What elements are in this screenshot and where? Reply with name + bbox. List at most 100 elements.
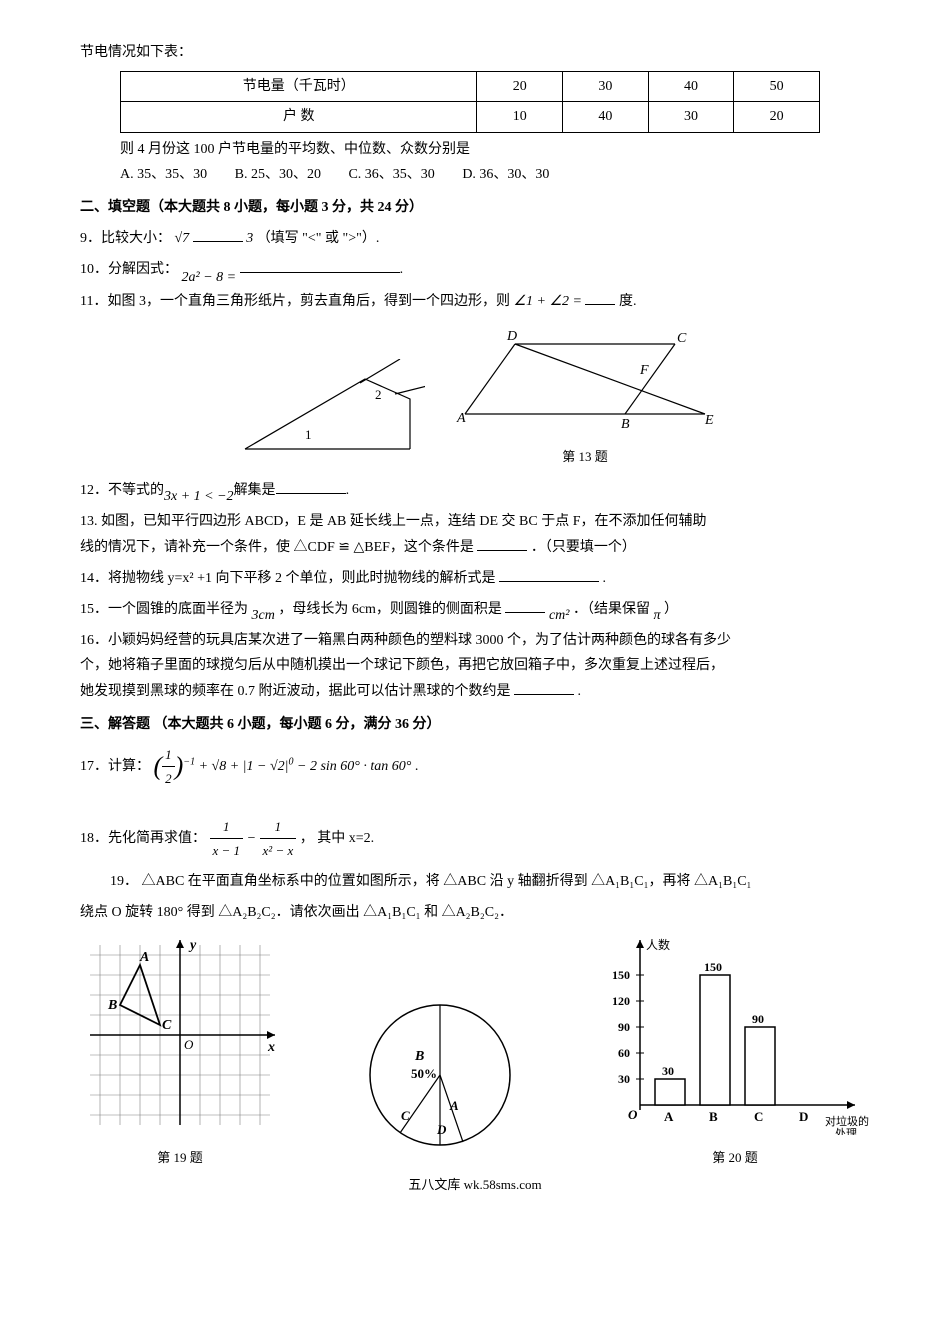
- q17-expr: (12)−1 + √8 + |1 − √2|0 − 2 sin 60° · ta…: [154, 759, 415, 774]
- choice-a: A. 35、35、30: [120, 167, 207, 182]
- section-3-title: 三、解答题 （本大题共 6 小题，每小题 6 分，满分 36 分）: [80, 712, 870, 737]
- fig-triangle: 1 2: [225, 359, 425, 468]
- q11-text: 11．如图 3，一个直角三角形纸片，剪去直角后，得到一个四边形，则: [80, 294, 510, 309]
- q15-unit: cm²: [549, 608, 570, 623]
- q10: 10．分解因式： 2a² − 8 = .: [80, 257, 870, 282]
- q18-expr: 1x − 1 − 1x² − x: [210, 831, 300, 846]
- section-2-title: 二、填空题（本大题共 8 小题，每小题 3 分，共 24 分）: [80, 195, 870, 220]
- q14-text: 14．将抛物线 y=x² +1 向下平移 2 个单位，则此时抛物线的解析式是: [80, 571, 496, 586]
- svg-text:1: 1: [305, 427, 312, 442]
- svg-text:30: 30: [662, 1064, 674, 1078]
- svg-text:O: O: [628, 1107, 638, 1122]
- q11-blank: [585, 291, 615, 305]
- q18-label: 18．先化简再求值：: [80, 831, 206, 846]
- electricity-table: 节电量（千瓦时） 20 30 40 50 户 数 10 40 30 20: [120, 71, 820, 132]
- figures-row-1: 1 2 A B C D E F 第 13 题: [80, 324, 870, 469]
- q15-blank: [505, 599, 545, 613]
- fig19-svg: A B C O x y: [80, 935, 280, 1135]
- q16-blank: [514, 681, 574, 695]
- q12-blank: [276, 480, 346, 494]
- q19-label: 19．: [110, 874, 138, 889]
- th-3: 40: [648, 72, 734, 102]
- fig20-caption: 第 20 题: [600, 1146, 870, 1169]
- svg-text:90: 90: [752, 1012, 764, 1026]
- svg-text:B: B: [107, 998, 117, 1013]
- q19: 19． △ABC 在平面直角坐标系中的位置如图所示，将 △ABC 沿 y 轴翻折…: [110, 869, 870, 894]
- q8-stem: 则 4 月份这 100 户节电量的平均数、中位数、众数分别是: [120, 137, 870, 162]
- q15: 15．一个圆锥的底面半径为 3cm ，母线长为 6cm，则圆锥的侧面积是 cm²…: [80, 597, 870, 622]
- th-0: 节电量（千瓦时）: [121, 72, 477, 102]
- q16: 16．小颖妈妈经营的玩具店某次进了一箱黑白两种颜色的塑料球 3000 个，为了估…: [80, 628, 870, 704]
- fig-parallelogram: A B C D E F 第 13 题: [445, 324, 725, 469]
- q13: 13. 如图，已知平行四边形 ABCD，E 是 AB 延长线上一点，连结 DE …: [80, 509, 870, 559]
- svg-text:90: 90: [618, 1020, 630, 1034]
- bottom-figures: A B C O x y 第 19 题 B 50% A C D 人数: [80, 935, 870, 1170]
- svg-text:D: D: [799, 1109, 808, 1124]
- td-0: 户 数: [121, 102, 477, 132]
- td-1: 10: [477, 102, 563, 132]
- svg-text:B: B: [414, 1049, 424, 1064]
- choice-b: B. 25、30、20: [235, 167, 321, 182]
- svg-text:60: 60: [618, 1046, 630, 1060]
- intro-text: 节电情况如下表：: [80, 40, 870, 65]
- q15-pi: π: [653, 608, 660, 623]
- svg-text:2: 2: [375, 387, 382, 402]
- svg-text:120: 120: [612, 994, 630, 1008]
- svg-text:50%: 50%: [411, 1066, 437, 1081]
- q9: 9．比较大小： √7 3 （填写 "<" 或 ">"）.: [80, 226, 870, 251]
- q17-label: 17．计算：: [80, 759, 150, 774]
- q13-blank: [477, 537, 527, 551]
- q15-tail: ．（结果保留: [573, 602, 650, 617]
- fig20-bar-svg: 人数 对垃圾的 处理 30 60 90 120 150 30 150 90 A …: [600, 935, 870, 1135]
- q17-tail: .: [415, 759, 419, 774]
- q16-tail: .: [578, 684, 582, 699]
- svg-text:x: x: [267, 1040, 275, 1055]
- q10-label: 10．分解因式：: [80, 262, 178, 277]
- svg-text:D: D: [436, 1122, 447, 1137]
- svg-text:150: 150: [612, 968, 630, 982]
- q9-blank: [193, 228, 243, 242]
- q16-l1: 16．小颖妈妈经营的玩具店某次进了一箱黑白两种颜色的塑料球 3000 个，为了估…: [80, 628, 870, 653]
- svg-text:150: 150: [704, 960, 722, 974]
- svg-text:处理: 处理: [835, 1127, 857, 1135]
- q13-line2: 线的情况下，请补充一个条件，使 △CDF ≌ △BEF，这个条件是: [80, 540, 474, 555]
- td-2: 40: [563, 102, 649, 132]
- q14-blank: [499, 568, 599, 582]
- q16-l3: 她发现摸到黑球的频率在 0.7 附近波动，据此可以估计黑球的个数约是: [80, 684, 511, 699]
- fig19-block: A B C O x y 第 19 题: [80, 935, 280, 1170]
- q14: 14．将抛物线 y=x² +1 向下平移 2 个单位，则此时抛物线的解析式是 .: [80, 566, 870, 591]
- q12-expr: 3x + 1 < −2: [164, 489, 234, 504]
- parallelogram-svg: A B C D E F: [445, 324, 725, 434]
- q10-blank: [240, 259, 400, 273]
- svg-text:人数: 人数: [646, 937, 670, 952]
- svg-text:B: B: [709, 1109, 718, 1124]
- th-2: 30: [563, 72, 649, 102]
- triangle-svg: 1 2: [225, 359, 425, 459]
- q13-line1: 13. 如图，已知平行四边形 ABCD，E 是 AB 延长线上一点，连结 DE …: [80, 509, 870, 534]
- q8-choices: A. 35、35、30 B. 25、30、20 C. 36、35、30 D. 3…: [120, 162, 870, 187]
- svg-text:D: D: [506, 329, 517, 344]
- svg-text:C: C: [401, 1108, 410, 1123]
- svg-text:A: A: [664, 1109, 674, 1124]
- q9-tail: （填写 "<" 或 ">"）.: [257, 231, 380, 246]
- q9-left: √7: [175, 231, 190, 246]
- q17: 17．计算： (12)−1 + √8 + |1 − √2|0 − 2 sin 6…: [80, 743, 870, 791]
- svg-text:y: y: [188, 938, 197, 953]
- q12-after: .: [346, 483, 350, 498]
- svg-text:C: C: [677, 331, 687, 346]
- q10-expr: 2a² − 8 =: [182, 270, 237, 285]
- svg-text:O: O: [184, 1037, 194, 1052]
- th-1: 20: [477, 72, 563, 102]
- q15-r: 3cm: [252, 608, 275, 623]
- q15-t2: ，母线长为 6cm，则圆锥的侧面积是: [278, 602, 502, 617]
- q12-text: 12．不等式的: [80, 483, 164, 498]
- svg-text:对垃圾的: 对垃圾的: [825, 1114, 869, 1128]
- q11-expr: ∠1 + ∠2 =: [513, 294, 582, 309]
- svg-text:B: B: [621, 417, 630, 432]
- td-4: 20: [734, 102, 820, 132]
- q9-right: 3: [246, 231, 253, 246]
- q15-t1: 15．一个圆锥的底面半径为: [80, 602, 248, 617]
- svg-text:30: 30: [618, 1072, 630, 1086]
- q11: 11．如图 3，一个直角三角形纸片，剪去直角后，得到一个四边形，则 ∠1 + ∠…: [80, 289, 870, 314]
- svg-text:F: F: [639, 363, 649, 378]
